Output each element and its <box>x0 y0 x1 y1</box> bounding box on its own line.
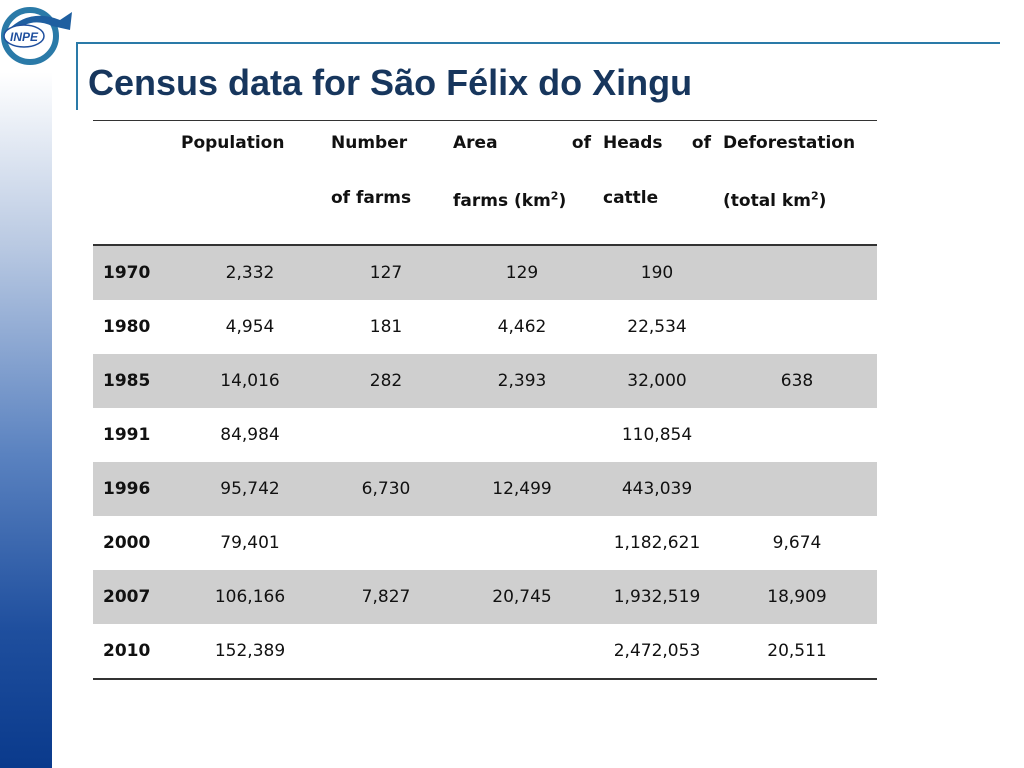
area-cell: 4,462 <box>497 316 547 337</box>
header-deforestation: Deforestation (total km2) <box>723 133 856 211</box>
population-cell: 106,166 <box>175 569 325 624</box>
population-cell: 84,984 <box>220 424 280 445</box>
census-table-container: Population Number of farms Area of farms … <box>93 120 877 680</box>
year-cell: 1996 <box>93 461 175 516</box>
cattle-cell: 443,039 <box>597 461 717 516</box>
area-cell: 20,745 <box>447 569 597 624</box>
deforestation-cell <box>717 408 877 462</box>
area-cell <box>447 624 597 679</box>
area-cell: 129 <box>447 244 597 300</box>
area-cell: 2,393 <box>447 353 597 408</box>
area-cell: 12,499 <box>447 461 597 516</box>
deforestation-cell: 9,674 <box>772 532 822 553</box>
inpe-logo: INPE <box>1 7 72 65</box>
area-cell <box>447 516 597 570</box>
table-header-row: Population Number of farms Area of farms … <box>93 120 877 245</box>
table-row: 1970 2,332 127 129 190 <box>93 244 877 300</box>
farms-cell: 127 <box>325 244 447 300</box>
population-cell: 152,389 <box>214 640 286 661</box>
cattle-cell: 1,932,519 <box>597 569 717 624</box>
population-cell: 95,742 <box>175 461 325 516</box>
population-cell: 4,954 <box>225 316 275 337</box>
header-population: Population <box>181 133 285 153</box>
header-area-of-farms: Area of farms (km2) <box>453 133 591 211</box>
deforestation-cell: 20,511 <box>767 640 827 661</box>
year-cell: 2010 <box>103 640 151 661</box>
header-number-of-farms: Number of farms <box>331 133 412 208</box>
cattle-cell: 32,000 <box>597 353 717 408</box>
farms-cell <box>325 624 447 679</box>
table-row: 1985 14,016 282 2,393 32,000 638 <box>93 353 877 408</box>
table-row: 2010 152,389 2,472,053 20,511 <box>93 624 877 679</box>
header-heads-of-cattle: Heads of cattle <box>603 133 711 208</box>
cattle-cell: 2,472,053 <box>613 640 701 661</box>
farms-cell: 6,730 <box>325 461 447 516</box>
farms-cell: 7,827 <box>325 569 447 624</box>
table-row: 2007 106,166 7,827 20,745 1,932,519 18,9… <box>93 569 877 624</box>
year-cell: 1970 <box>93 244 175 300</box>
deforestation-cell: 18,909 <box>717 569 877 624</box>
table-row: 1996 95,742 6,730 12,499 443,039 <box>93 461 877 516</box>
year-cell: 1991 <box>103 424 151 445</box>
deforestation-cell: 638 <box>717 353 877 408</box>
slide-title: Census data for São Félix do Xingu <box>88 62 693 103</box>
deforestation-cell <box>717 300 877 354</box>
year-cell: 2007 <box>93 569 175 624</box>
census-table: Population Number of farms Area of farms … <box>93 120 877 680</box>
table-row: 2000 79,401 1,182,621 9,674 <box>93 516 877 570</box>
cattle-cell: 1,182,621 <box>613 532 701 553</box>
cattle-cell: 110,854 <box>621 424 693 445</box>
population-cell: 79,401 <box>220 532 280 553</box>
farms-cell <box>325 516 447 570</box>
header-year <box>93 121 175 245</box>
deforestation-cell <box>717 244 877 300</box>
area-cell <box>447 408 597 462</box>
population-cell: 2,332 <box>175 244 325 300</box>
farms-cell <box>325 408 447 462</box>
year-cell: 1985 <box>93 353 175 408</box>
farms-cell: 181 <box>369 316 403 337</box>
header-rule <box>78 42 1000 44</box>
side-gradient-bar <box>0 72 52 768</box>
svg-text:INPE: INPE <box>10 30 39 44</box>
table-row: 1980 4,954 181 4,462 22,534 <box>93 300 877 354</box>
population-cell: 14,016 <box>175 353 325 408</box>
deforestation-cell <box>717 461 877 516</box>
table-row: 1991 84,984 110,854 <box>93 408 877 462</box>
cattle-cell: 190 <box>597 244 717 300</box>
year-cell: 1980 <box>103 316 151 337</box>
year-cell: 2000 <box>103 532 151 553</box>
cattle-cell: 22,534 <box>627 316 687 337</box>
title-vertical-rule <box>76 42 78 110</box>
farms-cell: 282 <box>325 353 447 408</box>
